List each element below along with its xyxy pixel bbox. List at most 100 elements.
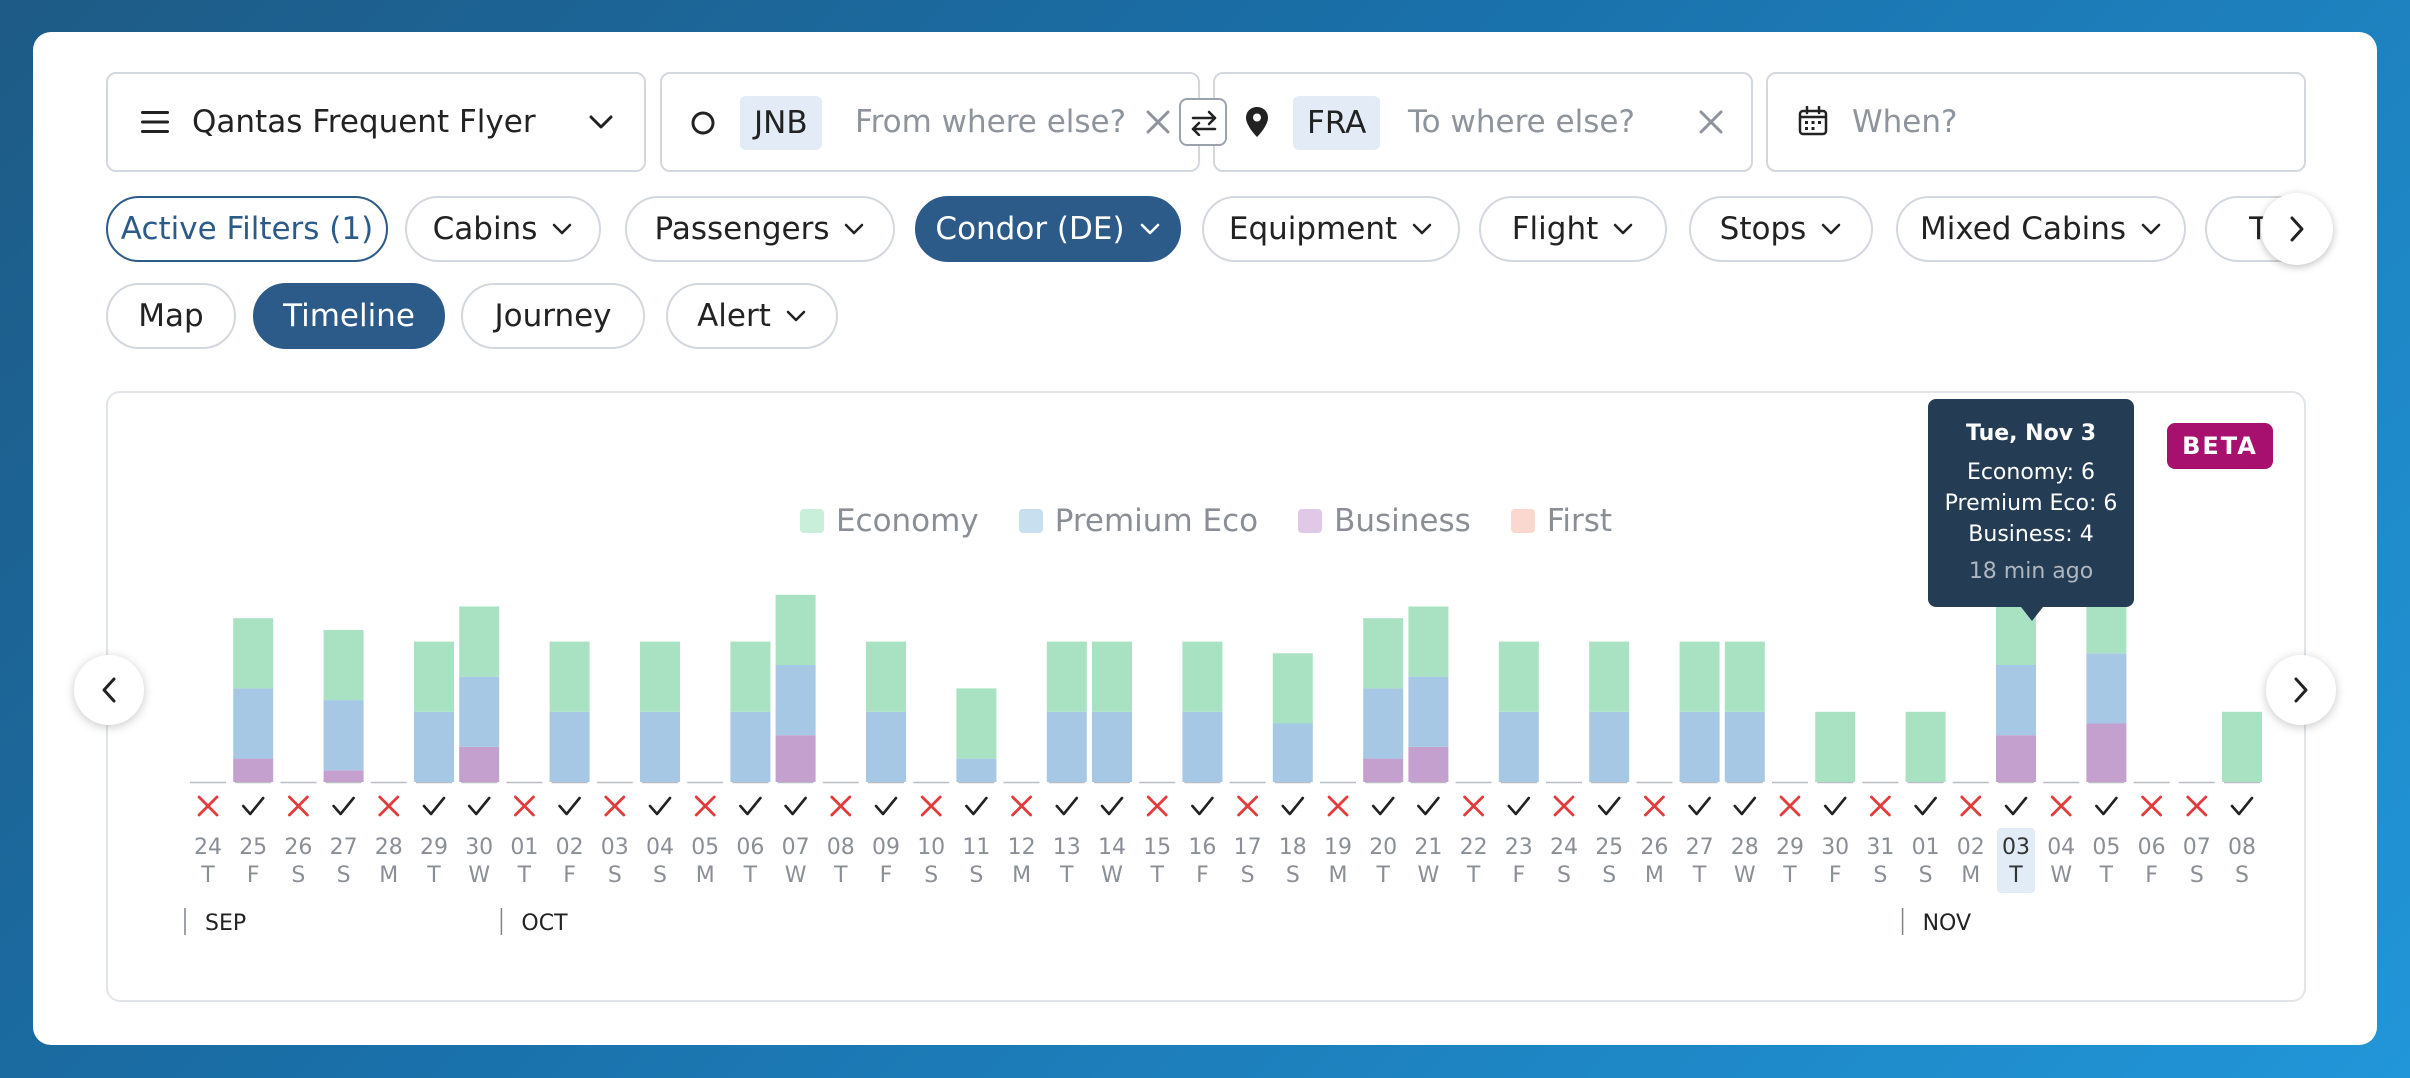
- bar-segment-premium-eco: [1272, 723, 1313, 782]
- weekday-label: F: [1196, 863, 1209, 888]
- bar-segment-premium-eco: [1092, 711, 1132, 782]
- bar-segment-economy: [1498, 641, 1539, 712]
- unavailable-x-icon: [1553, 795, 1575, 817]
- available-check-icon: [467, 796, 491, 816]
- bar-segment-premium-eco: [1679, 711, 1720, 782]
- view-tab-map[interactable]: Map: [106, 283, 236, 349]
- chevron-down-icon: [845, 223, 864, 235]
- chevron-down-icon: [1140, 223, 1159, 235]
- weekday-label: M: [696, 863, 715, 888]
- unavailable-x-icon: [1237, 795, 1258, 817]
- origin-field[interactable]: JNB From where else?: [660, 72, 1200, 172]
- tooltip-title: Tue, Nov 3: [1965, 421, 2097, 446]
- legend-business: Business: [1298, 503, 1471, 539]
- view-tab-journey[interactable]: Journey: [461, 283, 645, 349]
- filter-pill-cabins[interactable]: Cabins: [405, 196, 601, 262]
- timeline-next-button[interactable]: [2266, 655, 2336, 725]
- filters-scroll-right-button[interactable]: [2261, 193, 2333, 265]
- tooltip-premium: Premium Eco: 6: [1944, 491, 2118, 516]
- filter-pill-active-filters-1[interactable]: Active Filters (1): [106, 196, 388, 262]
- clear-origin-icon[interactable]: [1140, 104, 1176, 140]
- day-number-label: 27: [1686, 835, 1714, 860]
- chevron-down-icon: [589, 115, 613, 129]
- legend-economy: Economy: [799, 503, 979, 539]
- day-number-label: 06: [2138, 835, 2166, 860]
- chevron-right-icon: [2290, 216, 2304, 242]
- bar-segment-economy: [1905, 711, 1946, 782]
- bar-segment-business: [459, 746, 500, 782]
- unavailable-x-icon: [830, 795, 852, 817]
- chevron-down-icon: [1822, 223, 1841, 235]
- available-check-icon: [1507, 796, 1531, 816]
- chevron-down-icon: [1613, 223, 1633, 235]
- unavailable-x-icon: [2186, 795, 2208, 817]
- clear-destination-icon[interactable]: [1693, 104, 1729, 140]
- day-number-label: 07: [2183, 835, 2211, 860]
- weekday-label: F: [1829, 863, 1842, 888]
- bar-segment-premium-eco: [549, 711, 590, 782]
- available-check-icon: [1733, 796, 1757, 816]
- program-select[interactable]: Qantas Frequent Flyer: [106, 72, 646, 172]
- unavailable-x-icon: [1960, 795, 1982, 817]
- bar-segment-business: [775, 735, 816, 782]
- day-number-label: 05: [2092, 835, 2120, 860]
- filter-pill-flight[interactable]: Flight: [1479, 196, 1667, 262]
- bar-segment-premium-eco: [1589, 711, 1630, 782]
- filter-pill-equipment[interactable]: Equipment: [1202, 196, 1460, 262]
- bar-segment-economy: [775, 594, 816, 665]
- origin-circle-icon: [691, 111, 715, 135]
- day-number-label: 27: [330, 835, 358, 860]
- available-check-icon: [241, 796, 265, 816]
- unavailable-x-icon: [1146, 795, 1168, 817]
- weekday-label: F: [880, 863, 893, 888]
- swap-button[interactable]: [1179, 98, 1227, 146]
- available-check-icon: [1100, 796, 1124, 816]
- filter-pill-passengers[interactable]: Passengers: [625, 196, 895, 262]
- weekday-label: W: [468, 863, 490, 888]
- bar-segment-economy: [1815, 711, 1856, 782]
- day-number-label: 21: [1414, 835, 1442, 860]
- weekday-label: T: [200, 863, 215, 888]
- filter-pill-label: Passengers: [654, 211, 830, 247]
- bar-segment-economy: [2222, 711, 2262, 782]
- weekday-label: M: [1012, 863, 1031, 888]
- weekday-label: W: [2050, 863, 2072, 888]
- available-check-icon: [422, 796, 446, 816]
- date-field[interactable]: When?: [1766, 72, 2306, 172]
- destination-field[interactable]: FRA To where else?: [1213, 72, 1753, 172]
- bar-segment-economy: [414, 641, 454, 712]
- filter-pill-label: Flight: [1511, 211, 1599, 247]
- day-number-label: 11: [962, 835, 990, 860]
- weekday-label: S: [969, 863, 983, 888]
- filter-pill-label: Equipment: [1228, 211, 1398, 247]
- available-check-icon: [965, 796, 988, 816]
- unavailable-x-icon: [1327, 795, 1349, 817]
- bar-segment-premium-eco: [640, 711, 680, 782]
- weekday-label: T: [426, 863, 441, 888]
- beta-badge: BETA: [2167, 423, 2273, 469]
- origin-code-chip[interactable]: JNB: [740, 96, 822, 150]
- filter-pill-condor-de[interactable]: Condor (DE): [915, 196, 1181, 262]
- available-check-icon: [558, 796, 581, 816]
- destination-code-chip[interactable]: FRA: [1293, 96, 1381, 150]
- calendar-icon: [1798, 106, 1828, 136]
- filter-pill-mixed-cabins[interactable]: Mixed Cabins: [1896, 196, 2186, 262]
- available-check-icon: [1688, 796, 1711, 816]
- weekday-label: S: [924, 863, 938, 888]
- month-label: OCT: [521, 911, 568, 936]
- chevron-down-icon: [553, 223, 572, 235]
- weekday-label: S: [608, 863, 622, 888]
- date-input[interactable]: When?: [1852, 104, 1958, 140]
- destination-input[interactable]: To where else?: [1408, 104, 1635, 140]
- bar-segment-premium-eco: [1996, 665, 2036, 736]
- day-number-label: 31: [1866, 835, 1894, 860]
- timeline-prev-button[interactable]: [74, 655, 144, 725]
- program-label: Qantas Frequent Flyer: [192, 104, 536, 140]
- origin-input[interactable]: From where else?: [855, 104, 1127, 140]
- bar-segment-economy: [1046, 641, 1087, 712]
- view-tab-timeline[interactable]: Timeline: [253, 283, 445, 349]
- day-number-label: 03: [2002, 835, 2030, 860]
- view-tab-alert[interactable]: Alert: [666, 283, 838, 349]
- day-number-label: 01: [1912, 835, 1940, 860]
- filter-pill-stops[interactable]: Stops: [1689, 196, 1873, 262]
